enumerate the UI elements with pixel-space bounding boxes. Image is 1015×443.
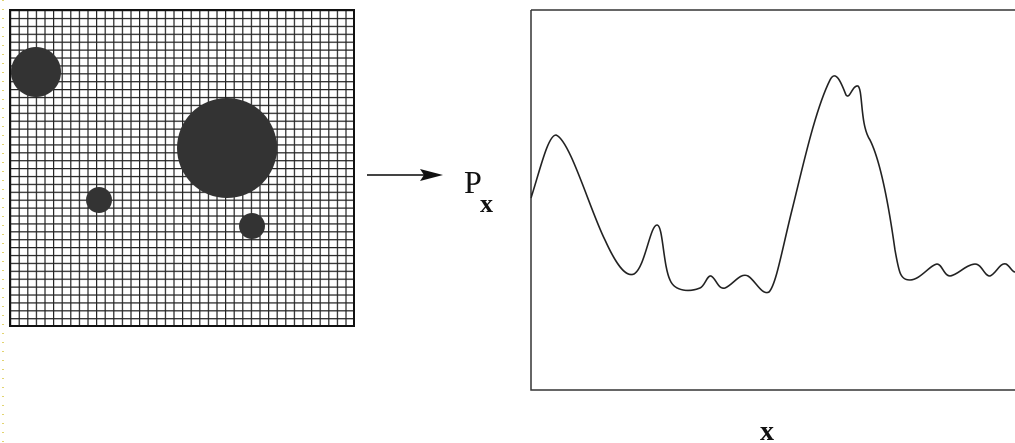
signal-subscript: x [480,189,493,218]
signal-symbol: P [464,164,482,200]
particle [177,98,277,198]
plot [530,9,1015,391]
particle [239,213,265,239]
plot-frame [530,9,1015,391]
arrow [367,169,443,181]
arrow-head [420,169,443,181]
signal-curve [530,75,1015,294]
axis-label: x [760,416,774,443]
sample-grid [9,9,355,327]
particle [86,187,112,213]
particle [11,47,61,97]
